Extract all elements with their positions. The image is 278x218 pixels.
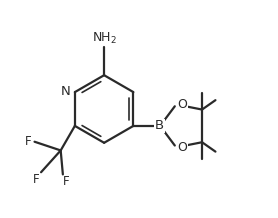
Text: N: N: [60, 85, 70, 97]
Text: B: B: [155, 119, 164, 132]
Text: F: F: [25, 135, 32, 148]
Text: F: F: [33, 173, 40, 186]
Text: F: F: [63, 175, 70, 188]
Text: O: O: [178, 98, 188, 111]
Text: O: O: [178, 141, 188, 154]
Text: NH$_2$: NH$_2$: [92, 31, 116, 46]
